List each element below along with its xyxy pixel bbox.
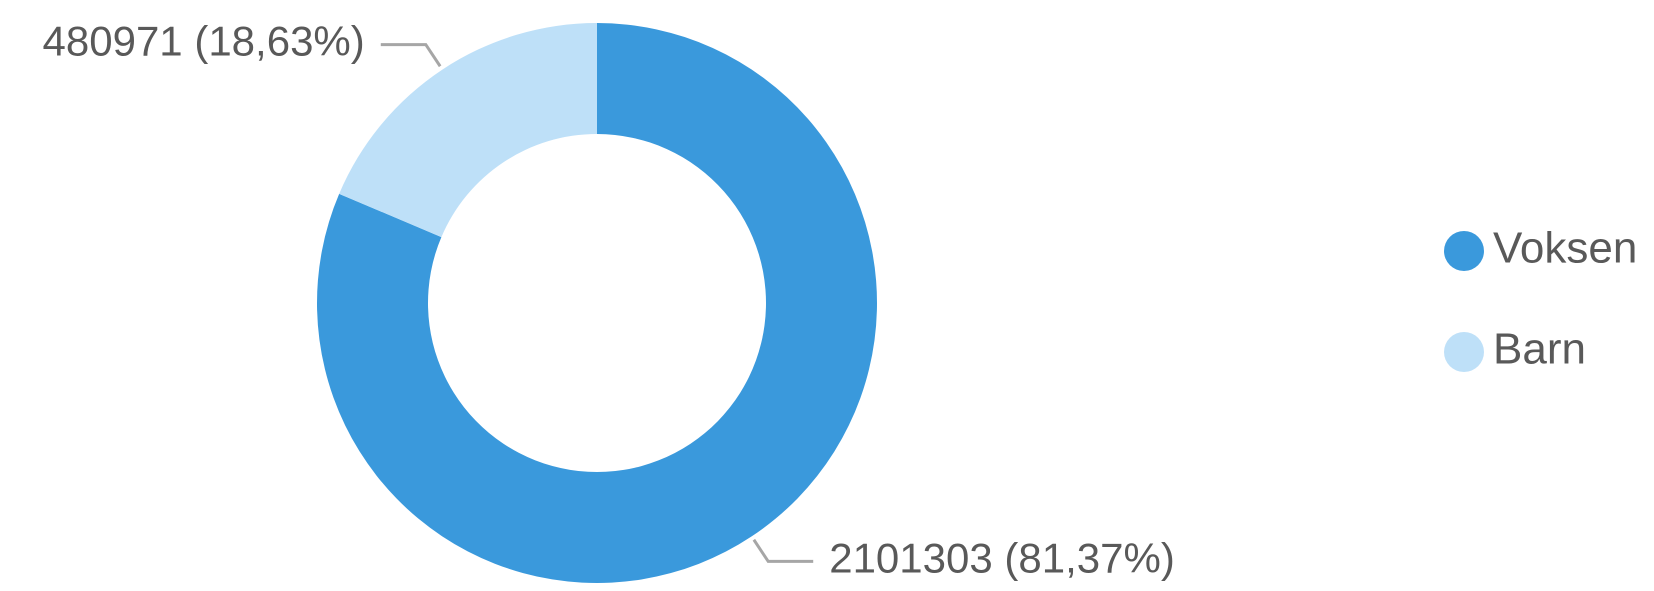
- data-label: 2101303 (81,37%): [829, 535, 1175, 582]
- donut-slice: [339, 23, 597, 238]
- leader-line: [752, 538, 814, 563]
- legend-swatch: [1444, 332, 1484, 372]
- legend-swatch: [1444, 231, 1484, 271]
- legend-label: Voksen: [1493, 224, 1637, 273]
- leader-line: [380, 43, 442, 68]
- data-label: 480971 (18,63%): [43, 18, 365, 65]
- legend-label: Barn: [1493, 325, 1586, 374]
- donut-slice: [316, 23, 877, 583]
